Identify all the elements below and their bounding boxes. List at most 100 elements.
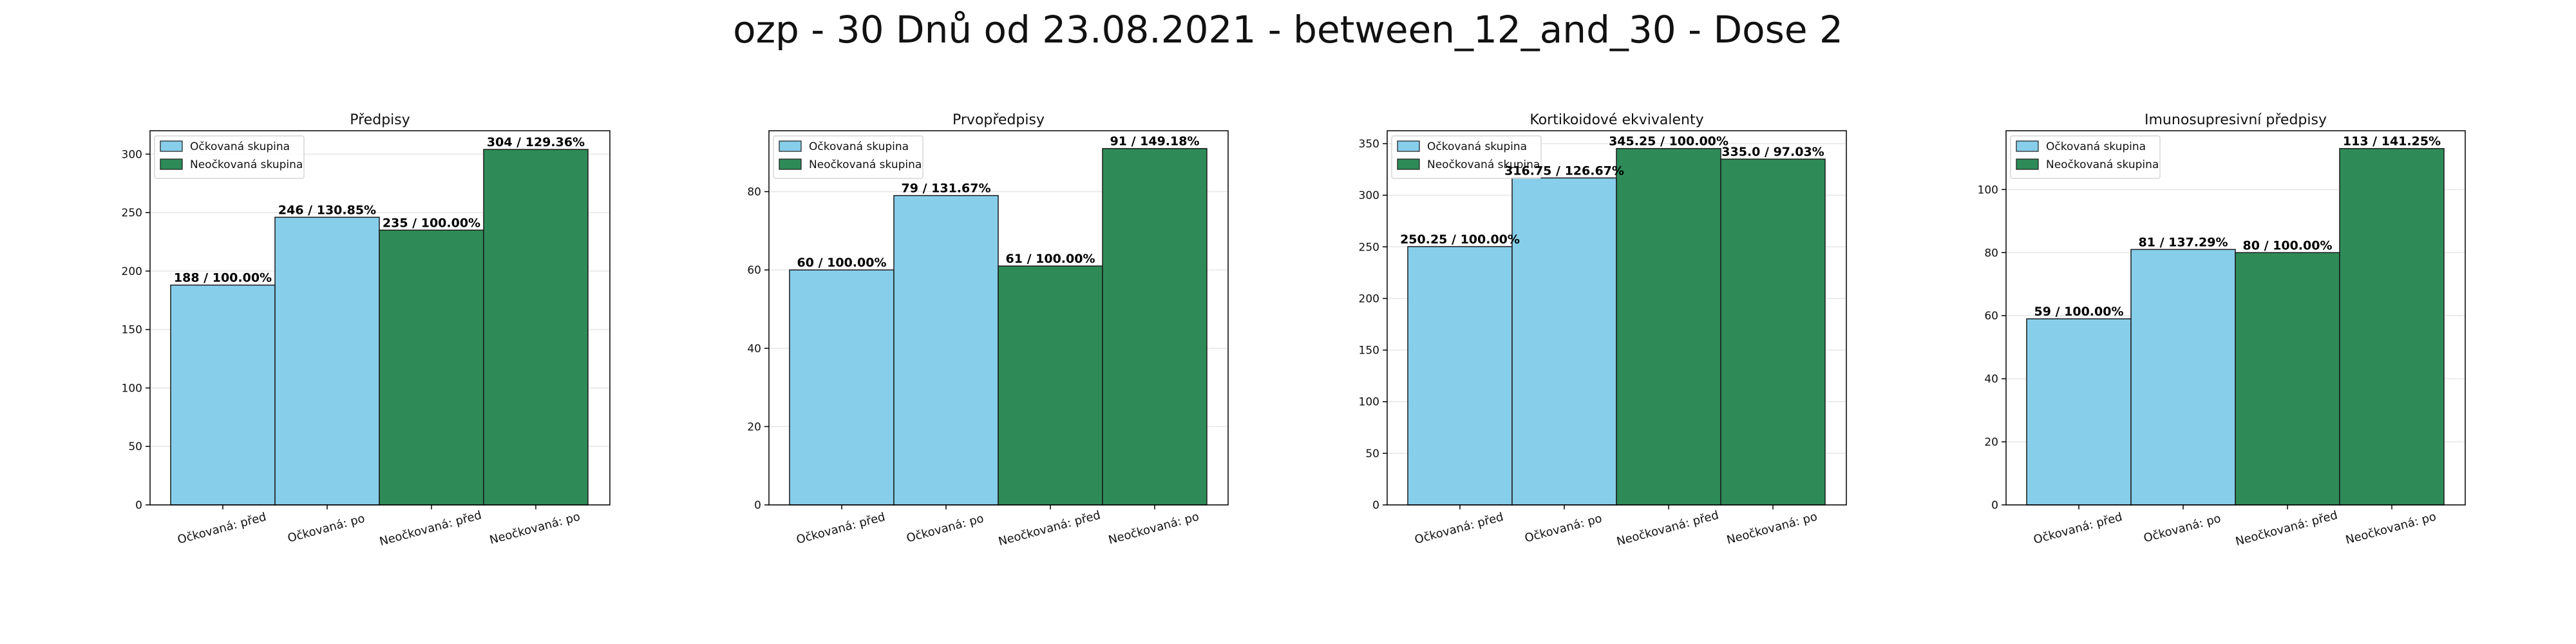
bar [998, 265, 1103, 506]
legend-label: Neočkovaná skupina [190, 158, 303, 171]
bar-data-label: 113 / 141.25% [2343, 135, 2441, 149]
bar [789, 269, 895, 506]
y-tick-label: 80 [747, 186, 761, 199]
bar-data-label: 60 / 100.00% [797, 256, 887, 270]
x-tick-label: Očkovaná: po [286, 512, 366, 545]
legend: Očkovaná skupina Neočkovaná skupina [2010, 135, 2161, 179]
legend-box [2010, 135, 2161, 179]
x-tick-label: Očkovaná: před [176, 510, 267, 547]
bar [1102, 147, 1208, 506]
y-tick-label: 100 [122, 382, 142, 395]
bar-data-label: 345.25 / 100.00% [1609, 135, 1728, 149]
x-tick-label: Neočkovaná: po [1107, 510, 1200, 547]
chart-panel-3: 0 20 40 60 80 100 Očkovaná: před Očkovaná: po Ne… [1978, 112, 2466, 549]
legend-swatch [2016, 140, 2039, 152]
x-tick-label: Očkovaná: před [1413, 510, 1504, 547]
y-tick-label: 50 [1365, 448, 1379, 460]
legend-swatch [160, 158, 183, 170]
bar [893, 194, 999, 506]
y-tick-label: 100 [1359, 396, 1379, 409]
x-tick-label: Neočkovaná: po [1725, 510, 1819, 547]
legend-swatch [779, 158, 802, 170]
bar-data-label: 91 / 149.18% [1110, 135, 1200, 149]
legend: Očkovaná skupina Neočkovaná skupina [154, 135, 305, 179]
chart-title: Imunosupresivní předpisy [2145, 112, 2327, 128]
y-tick-label: 40 [747, 343, 761, 355]
x-tick-label: Očkovaná: před [2032, 510, 2123, 547]
legend-label: Neočkovaná skupina [1427, 158, 1540, 171]
legend-label: Neočkovaná skupina [809, 158, 922, 171]
x-tick-label: Očkovaná: po [905, 512, 985, 545]
bar [379, 229, 484, 506]
axes-frame [149, 130, 611, 506]
y-tick-label: 60 [747, 264, 761, 277]
axes-frame [1387, 130, 1847, 506]
axes-frame [2005, 130, 2466, 506]
bar-data-label: 188 / 100.00% [174, 271, 272, 285]
legend-swatch [1397, 158, 1420, 170]
bar-data-label: 81 / 137.29% [2139, 235, 2228, 249]
y-tick-label: 250 [122, 207, 142, 220]
y-tick-label: 20 [747, 421, 761, 433]
bar [2026, 318, 2132, 506]
legend-box [1391, 135, 1542, 179]
y-tick-label: 20 [1984, 436, 1998, 449]
bar [2235, 252, 2340, 506]
y-tick-label: 40 [1984, 373, 1998, 386]
y-tick-label: 200 [1359, 292, 1379, 305]
y-tick-label: 100 [1978, 184, 1998, 196]
legend-label: Očkovaná skupina [809, 140, 909, 153]
y-tick-label: 300 [122, 148, 142, 161]
figure-title: ozp - 30 Dnů od 23.08.2021 - between_12_… [733, 8, 1843, 52]
legend-swatch [1397, 140, 1420, 152]
legend-label: Neočkovaná skupina [2046, 158, 2159, 171]
legend-label: Očkovaná skupina [1427, 140, 1527, 153]
bar-data-label: 61 / 100.00% [1006, 252, 1095, 266]
legend-box [154, 135, 305, 179]
bar-data-label: 335.0 / 97.03% [1721, 145, 1824, 159]
x-tick-label: Neočkovaná: po [488, 510, 582, 547]
legend-label: Očkovaná skupina [2046, 140, 2146, 153]
y-tick-label: 50 [128, 440, 142, 453]
bar [483, 149, 589, 506]
bar-data-label: 304 / 129.36% [487, 135, 585, 149]
legend: Očkovaná skupina Neočkovaná skupina [773, 135, 923, 179]
legend-label: Očkovaná skupina [190, 140, 290, 153]
y-tick-label: 150 [1359, 345, 1379, 357]
chart-title: Prvopředpisy [952, 112, 1045, 128]
y-tick-label: 60 [1984, 310, 1998, 323]
x-tick-label: Očkovaná: po [1523, 512, 1603, 545]
legend-swatch [2016, 158, 2039, 170]
chart-panel-1: 0 20 40 60 80 Očkovaná: před Očkovaná: po Neočk… [747, 112, 1229, 549]
y-tick-label: 250 [1359, 241, 1379, 254]
x-tick-label: Očkovaná: po [2142, 512, 2222, 545]
bar [1720, 158, 1826, 506]
bar-data-label: 235 / 100.00% [383, 216, 480, 230]
legend-swatch [779, 140, 802, 152]
bar-data-label: 80 / 100.00% [2243, 238, 2333, 252]
y-tick-label: 150 [122, 324, 142, 337]
y-tick-label: 0 [135, 499, 142, 512]
bar [170, 284, 276, 506]
chart-panel-2: 0 50 100 150 200 250 300 350 Očkovaná: před Očkov… [1359, 112, 1847, 549]
x-tick-label: Neočkovaná: před [2234, 508, 2339, 548]
bar [274, 216, 380, 506]
bar-data-label: 250.25 / 100.00% [1400, 232, 1520, 247]
bar [2130, 249, 2236, 506]
y-tick-label: 0 [754, 499, 761, 512]
x-tick-label: Neočkovaná: po [2344, 510, 2438, 547]
x-tick-label: Neočkovaná: před [997, 508, 1102, 548]
legend: Očkovaná skupina Neočkovaná skupina [1391, 135, 1542, 179]
y-tick-label: 200 [122, 265, 142, 278]
bar [2339, 147, 2445, 506]
bar-data-label: 59 / 100.00% [2034, 305, 2124, 319]
bar-data-label: 246 / 130.85% [278, 203, 376, 217]
legend-box [773, 135, 923, 179]
bar [1616, 147, 1721, 506]
y-tick-label: 0 [1991, 499, 1998, 512]
x-tick-label: Neočkovaná: před [378, 508, 483, 548]
x-tick-label: Očkovaná: před [795, 510, 886, 547]
axes-frame [768, 130, 1229, 506]
bar [1511, 177, 1617, 506]
